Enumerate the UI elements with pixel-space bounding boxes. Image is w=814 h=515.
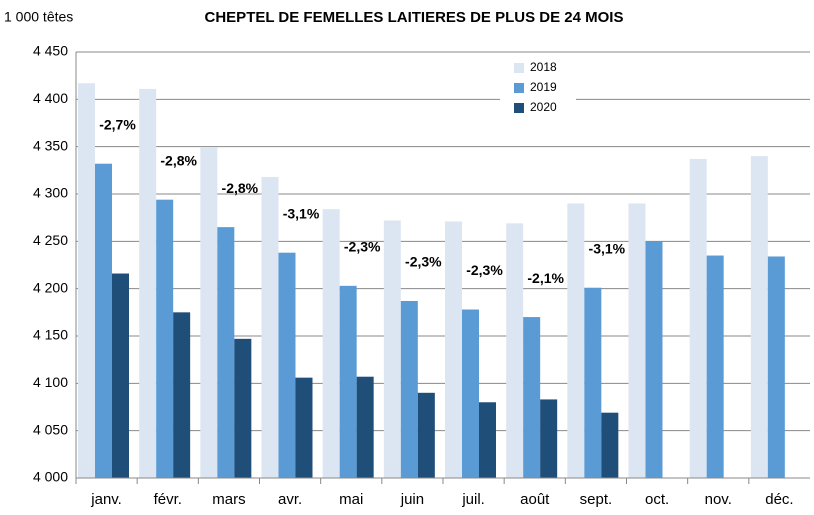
x-tick-label: juil. (461, 491, 485, 508)
y-tick-label: 4 350 (33, 137, 68, 153)
bar (173, 312, 191, 478)
bar (417, 392, 435, 478)
annotation: -2,3% (405, 254, 442, 270)
annotation: -3,1% (589, 240, 626, 256)
bar (156, 199, 174, 478)
bar (78, 83, 95, 479)
bar (295, 377, 313, 478)
bar (462, 309, 479, 478)
y-tick-label: 4 200 (33, 279, 68, 295)
legend-label: 2019 (530, 80, 557, 94)
bar (750, 156, 768, 478)
bar (139, 88, 157, 479)
x-tick-label: juin (400, 491, 424, 508)
bar (584, 287, 602, 478)
y-tick-label: 4 100 (33, 374, 68, 390)
bar (356, 376, 374, 478)
bar (689, 158, 707, 478)
chart-title: CHEPTEL DE FEMELLES LAITIERES DE PLUS DE… (205, 9, 624, 26)
bar (506, 223, 524, 478)
bar (400, 300, 418, 478)
legend-label: 2018 (530, 60, 557, 74)
bar (339, 285, 357, 478)
x-tick-label: févr. (154, 491, 182, 508)
bar (322, 209, 340, 478)
annotation: -2,8% (160, 152, 197, 168)
x-tick-label: avr. (278, 491, 302, 508)
x-tick-label: sept. (580, 491, 613, 508)
bar (200, 147, 218, 478)
bar (479, 402, 496, 478)
annotation: -2,1% (527, 270, 564, 286)
y-tick-label: 4 250 (33, 232, 68, 248)
x-tick-label: mars (212, 491, 245, 508)
annotation: -2,3% (344, 239, 381, 255)
bar (706, 255, 724, 478)
annotation: -2,7% (99, 116, 136, 132)
legend-swatch (514, 103, 524, 113)
y-tick-label: 4 400 (33, 90, 68, 106)
y-tick-label: 4 450 (33, 43, 68, 59)
bar (261, 176, 279, 478)
x-tick-label: oct. (645, 491, 669, 508)
y-tick-label: 4 050 (33, 421, 68, 437)
annotation: -2,8% (222, 180, 259, 196)
x-tick-label: nov. (705, 491, 732, 508)
x-tick-label: mai (339, 491, 363, 508)
annotation: -3,1% (283, 205, 320, 221)
legend-swatch (514, 63, 524, 73)
bar (278, 252, 296, 478)
bar (445, 221, 462, 478)
bar (567, 203, 585, 478)
x-tick-label: déc. (765, 491, 793, 508)
x-tick-label: janv. (90, 491, 122, 508)
bar (217, 227, 235, 478)
y-axis-label: 1 000 têtes (4, 9, 73, 25)
x-tick-label: août (520, 491, 550, 508)
bar (540, 399, 558, 478)
bar (383, 220, 401, 479)
legend-box (500, 58, 576, 118)
bar (234, 338, 252, 478)
bar (601, 412, 619, 478)
bar (767, 256, 785, 478)
bar (95, 163, 112, 478)
bar (628, 203, 646, 478)
annotation: -2,3% (466, 262, 503, 278)
bar (112, 273, 129, 478)
bar (523, 317, 541, 478)
y-tick-label: 4 300 (33, 185, 68, 201)
bar (645, 241, 663, 478)
legend-label: 2020 (530, 100, 557, 114)
y-tick-label: 4 000 (33, 469, 68, 485)
legend-swatch (514, 83, 524, 93)
y-tick-label: 4 150 (33, 327, 68, 343)
